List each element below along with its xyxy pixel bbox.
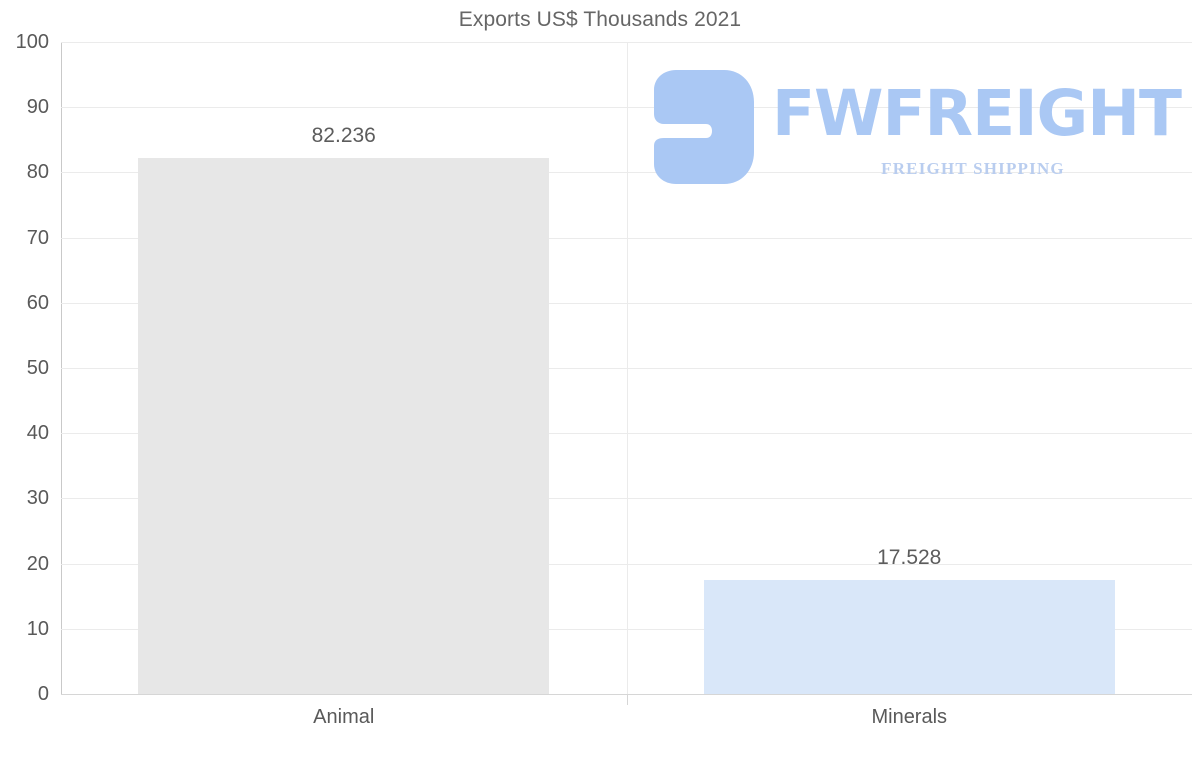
y-axis-tick-label: 80 xyxy=(26,161,49,184)
x-axis-tick xyxy=(626,694,628,705)
y-axis-tick-label: 0 xyxy=(37,683,49,705)
x-axis-category-label: Animal xyxy=(313,706,375,728)
y-axis-tick-label: 10 xyxy=(26,617,49,640)
bar-value-label: 82.236 xyxy=(311,123,376,147)
y-axis-tick-label: 90 xyxy=(26,96,49,119)
bar[interactable] xyxy=(138,157,550,694)
vertical-gridline xyxy=(626,42,628,694)
y-axis-tick-label: 100 xyxy=(15,31,49,53)
y-axis-tick-label: 70 xyxy=(26,226,49,249)
y-axis-tick-label: 60 xyxy=(26,291,49,314)
y-axis-tick-label: 50 xyxy=(26,357,49,379)
chart-title: Exports US$ Thousands 2021 xyxy=(458,8,742,31)
plot-area xyxy=(61,42,1192,695)
y-axis-tick-label: 40 xyxy=(26,422,49,445)
x-axis-category-label: Minerals xyxy=(871,706,948,728)
y-axis-tick-label: 20 xyxy=(26,552,49,575)
bar-value-label: 17.528 xyxy=(877,545,942,569)
bar[interactable] xyxy=(703,579,1115,694)
y-axis-tick-label: 30 xyxy=(26,487,49,510)
